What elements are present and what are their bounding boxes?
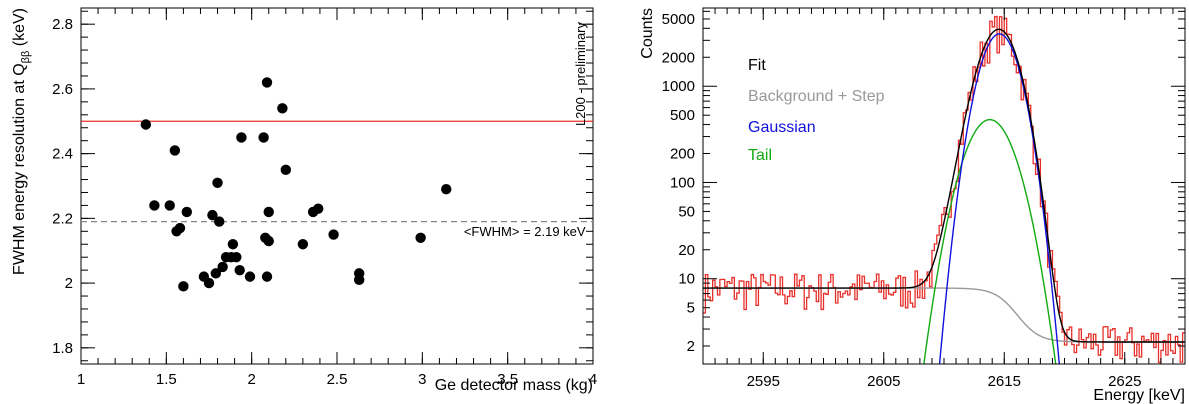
- x-tick-label: 2605: [867, 373, 900, 390]
- x-tick-label: 2615: [988, 373, 1021, 390]
- scatter-point: [280, 164, 291, 176]
- x-tick-label: 2: [247, 371, 255, 388]
- tail-curve: [923, 118, 1057, 364]
- y-tick-label: 20: [678, 242, 695, 259]
- scatter-point: [164, 200, 175, 211]
- legend-entry: Fit: [748, 57, 766, 74]
- y-tick-label: 2.8: [52, 16, 73, 33]
- scatter-point: [244, 271, 256, 282]
- energy-spectrum-chart: 2595 2605 2615 2625 2 5 10 20 50 100 200 500 1000 200…: [639, 7, 1186, 404]
- y-axis-title-main: FWHM energy resolution at Q: [11, 63, 28, 275]
- y-axis-title: FWHM energy resolution at Qββ (keV): [11, 8, 32, 275]
- scatter-point: [328, 229, 339, 240]
- scatter-point: [212, 177, 223, 188]
- scatter-point: [297, 239, 309, 250]
- scatter-point: [231, 252, 242, 263]
- scatter-point: [140, 119, 152, 130]
- legend-entry: Gaussian: [748, 119, 816, 136]
- plot-frame: [80, 7, 594, 365]
- x-tick-label: 3.5: [497, 371, 518, 388]
- scatter-point: [214, 216, 225, 227]
- y-axis-title: Counts: [639, 8, 656, 59]
- scatter-point: [263, 235, 274, 247]
- scatter-point: [174, 222, 186, 234]
- scatter-point: [207, 209, 218, 221]
- scatter-point: [234, 264, 245, 276]
- resolution-scatter-chart: 1 1.5 2 2.5 3 3.5 4 1.8 2 2.2 2.4 2.6 2.8 <FWHM> = 2.…: [11, 7, 597, 394]
- scatter-point: [277, 103, 288, 114]
- scatter-point: [217, 261, 228, 273]
- y-tick-label: 5: [687, 300, 695, 317]
- x-axis-title: Ge detector mass (kg): [435, 377, 593, 394]
- y-tick-label: 50: [678, 203, 695, 220]
- y-tick-label: 1000: [662, 78, 695, 95]
- scatter-point: [263, 206, 274, 218]
- fit-curve: [703, 28, 1185, 343]
- x-tick-label: 2625: [1108, 373, 1141, 390]
- y-axis-title-unit: (keV): [11, 8, 28, 51]
- x-tick-label: 1: [77, 371, 85, 388]
- scatter-point: [415, 232, 426, 243]
- legend-entry: Tail: [748, 147, 772, 164]
- scatter-point: [258, 132, 269, 143]
- x-tick-label: 3: [418, 371, 426, 388]
- y-tick-label: 2.4: [52, 146, 73, 163]
- y-axis-title-subscript: ββ: [20, 51, 32, 64]
- scatter-point: [149, 200, 160, 211]
- x-tick-label: 2.5: [327, 371, 348, 388]
- scatter-point: [178, 281, 189, 292]
- x-tick-label: 4: [589, 371, 597, 388]
- mean-annotation: <FWHM> = 2.19 keV: [464, 224, 586, 239]
- y-tick-label: 2000: [662, 49, 695, 66]
- scatter-point: [353, 274, 365, 286]
- legend-entry: Background + Step: [748, 88, 885, 105]
- preliminary-annotation: L200 - preliminary: [573, 22, 588, 127]
- data-histogram: [703, 15, 1185, 364]
- scatter-point: [441, 184, 452, 195]
- scatter-point: [313, 203, 324, 214]
- x-axis-title: Energy [keV]: [1093, 387, 1185, 404]
- scatter-point: [181, 206, 193, 218]
- y-tick-label: 2: [687, 338, 695, 355]
- y-tick-label: 500: [670, 107, 695, 124]
- scatter-point: [203, 277, 215, 289]
- y-tick-label: 2.2: [52, 210, 73, 227]
- scatter-point: [261, 77, 273, 88]
- scatter-point: [227, 239, 239, 250]
- y-tick-label: 200: [670, 146, 695, 163]
- gaussian-curve: [938, 33, 1060, 364]
- y-tick-label: 2.6: [52, 81, 73, 98]
- x-tick-label: 2595: [747, 373, 780, 390]
- scatter-point: [210, 268, 222, 279]
- y-tick-label: 100: [670, 174, 695, 191]
- scatter-point: [261, 271, 273, 282]
- plot-area: [703, 15, 1185, 364]
- y-tick-label: 10: [678, 271, 695, 288]
- y-tick-label: 5000: [662, 11, 695, 28]
- x-tick-label: 1.5: [156, 371, 177, 388]
- y-tick-label: 1.8: [52, 340, 73, 357]
- y-tick-label: 2: [65, 275, 73, 292]
- scatter-point: [169, 145, 181, 156]
- scatter-point: [236, 132, 247, 143]
